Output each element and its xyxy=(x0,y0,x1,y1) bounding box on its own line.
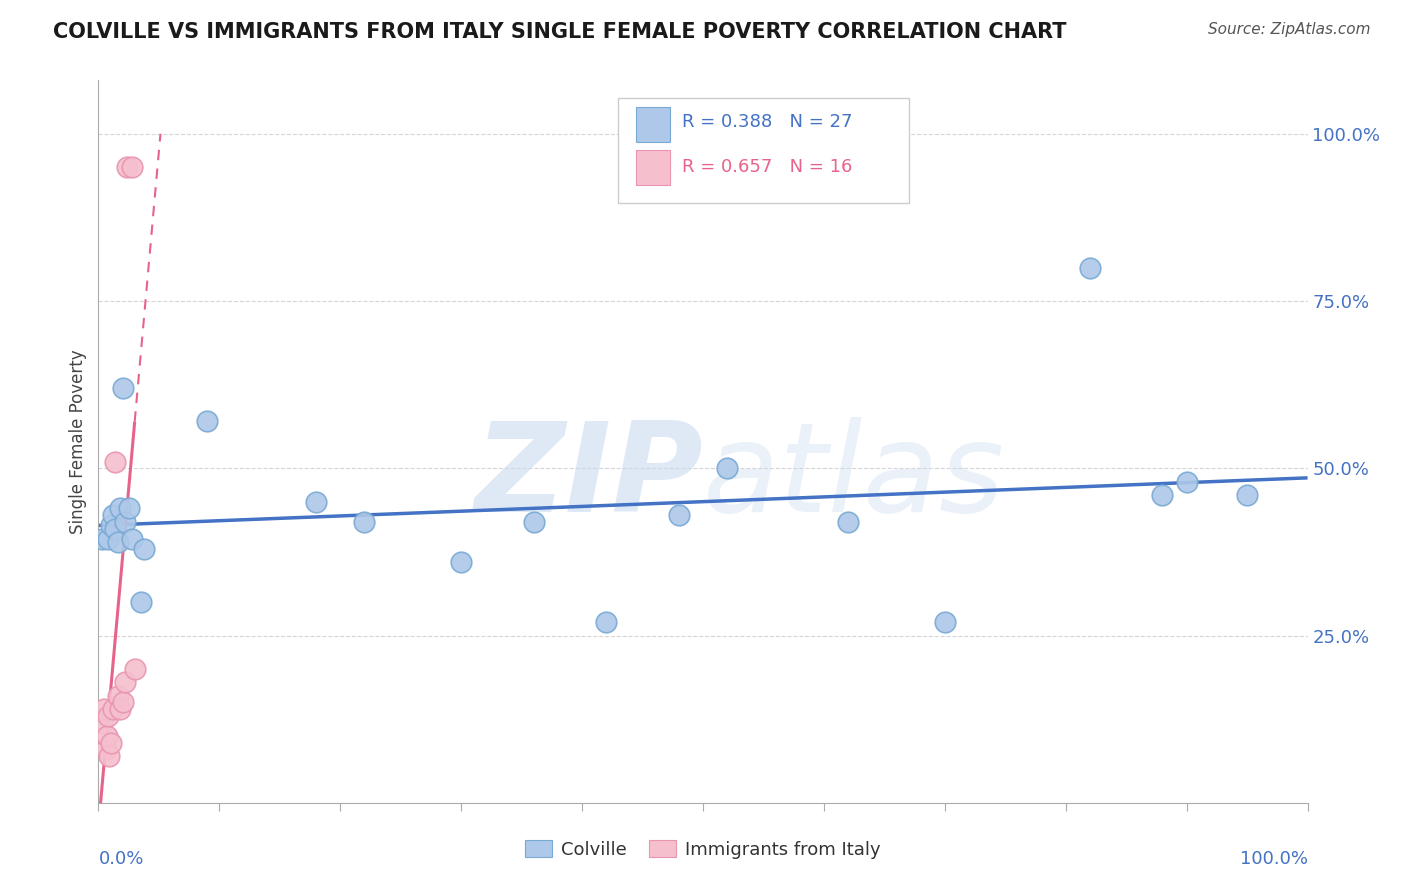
Point xyxy=(1175,475,1198,489)
Point xyxy=(716,461,738,475)
Point xyxy=(1152,488,1174,502)
Point xyxy=(101,508,124,523)
Text: atlas: atlas xyxy=(703,417,1005,538)
Point xyxy=(121,161,143,175)
Point xyxy=(107,534,129,549)
Point xyxy=(523,515,546,529)
Text: COLVILLE VS IMMIGRANTS FROM ITALY SINGLE FEMALE POVERTY CORRELATION CHART: COLVILLE VS IMMIGRANTS FROM ITALY SINGLE… xyxy=(53,22,1067,42)
Text: R = 0.657   N = 16: R = 0.657 N = 16 xyxy=(682,158,853,176)
Point xyxy=(118,501,141,516)
Point xyxy=(121,532,143,546)
Y-axis label: Single Female Poverty: Single Female Poverty xyxy=(69,350,87,533)
Point xyxy=(114,675,136,690)
Point xyxy=(129,595,152,609)
Point xyxy=(101,702,124,716)
Point xyxy=(104,521,127,535)
Point xyxy=(107,689,129,703)
Text: 100.0%: 100.0% xyxy=(1240,850,1308,868)
Point xyxy=(837,515,859,529)
Point xyxy=(934,615,956,630)
Point xyxy=(97,708,120,723)
Point xyxy=(111,381,134,395)
Point xyxy=(195,414,218,429)
Point xyxy=(91,715,114,730)
Point xyxy=(108,702,131,716)
Legend: Colville, Immigrants from Italy: Colville, Immigrants from Italy xyxy=(519,833,887,866)
Point xyxy=(117,161,139,175)
Point xyxy=(91,532,114,546)
Point xyxy=(100,735,122,749)
Text: R = 0.388   N = 27: R = 0.388 N = 27 xyxy=(682,113,853,131)
Point xyxy=(104,455,127,469)
FancyBboxPatch shape xyxy=(637,107,671,142)
Point xyxy=(93,702,115,716)
Point xyxy=(94,742,117,756)
Point xyxy=(353,515,375,529)
Point xyxy=(108,501,131,516)
Point xyxy=(450,555,472,569)
Point xyxy=(97,532,120,546)
Point xyxy=(124,662,146,676)
Text: Source: ZipAtlas.com: Source: ZipAtlas.com xyxy=(1208,22,1371,37)
Point xyxy=(668,508,690,523)
Point xyxy=(1236,488,1258,502)
FancyBboxPatch shape xyxy=(619,98,908,203)
FancyBboxPatch shape xyxy=(637,151,671,185)
Text: ZIP: ZIP xyxy=(474,417,703,538)
Point xyxy=(305,494,328,508)
Text: 0.0%: 0.0% xyxy=(98,850,143,868)
Point xyxy=(1078,260,1101,275)
Point xyxy=(595,615,617,630)
Point xyxy=(96,729,118,743)
Point xyxy=(114,515,136,529)
Point xyxy=(98,749,121,764)
Point xyxy=(134,541,156,556)
Point xyxy=(100,518,122,533)
Point xyxy=(111,696,134,710)
